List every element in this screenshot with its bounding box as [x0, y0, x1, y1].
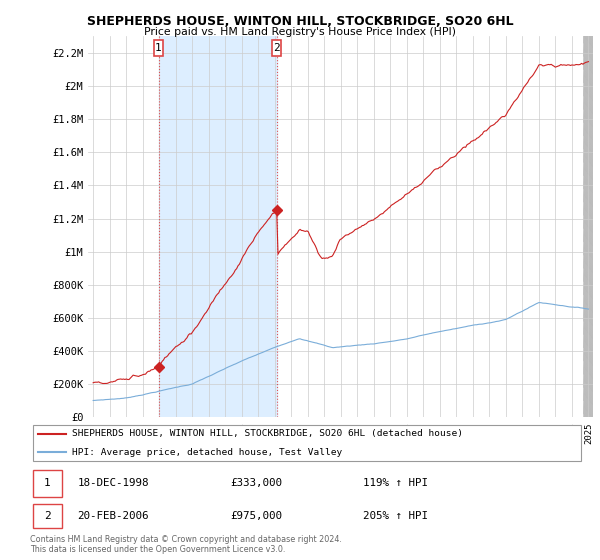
Text: 20-FEB-2006: 20-FEB-2006 [77, 511, 149, 521]
Text: 1: 1 [155, 43, 162, 53]
Text: 2: 2 [274, 43, 280, 53]
Text: 18-DEC-1998: 18-DEC-1998 [77, 478, 149, 488]
Bar [272, 40, 281, 56]
Text: 205% ↑ HPI: 205% ↑ HPI [363, 511, 428, 521]
Text: 2: 2 [44, 511, 50, 521]
FancyBboxPatch shape [33, 470, 62, 497]
FancyBboxPatch shape [33, 425, 581, 461]
FancyBboxPatch shape [33, 503, 62, 528]
Text: 119% ↑ HPI: 119% ↑ HPI [363, 478, 428, 488]
Bar [154, 40, 163, 56]
Text: £333,000: £333,000 [230, 478, 282, 488]
Text: SHEPHERDS HOUSE, WINTON HILL, STOCKBRIDGE, SO20 6HL (detached house): SHEPHERDS HOUSE, WINTON HILL, STOCKBRIDG… [71, 429, 463, 438]
Bar [158, 36, 277, 417]
Text: Price paid vs. HM Land Registry's House Price Index (HPI): Price paid vs. HM Land Registry's House … [144, 27, 456, 37]
Text: 1: 1 [44, 478, 50, 488]
Text: HPI: Average price, detached house, Test Valley: HPI: Average price, detached house, Test… [71, 448, 342, 457]
Text: SHEPHERDS HOUSE, WINTON HILL, STOCKBRIDGE, SO20 6HL: SHEPHERDS HOUSE, WINTON HILL, STOCKBRIDG… [86, 15, 514, 27]
Text: £975,000: £975,000 [230, 511, 282, 521]
Bar [583, 36, 593, 417]
Text: Contains HM Land Registry data © Crown copyright and database right 2024.
This d: Contains HM Land Registry data © Crown c… [30, 535, 342, 554]
